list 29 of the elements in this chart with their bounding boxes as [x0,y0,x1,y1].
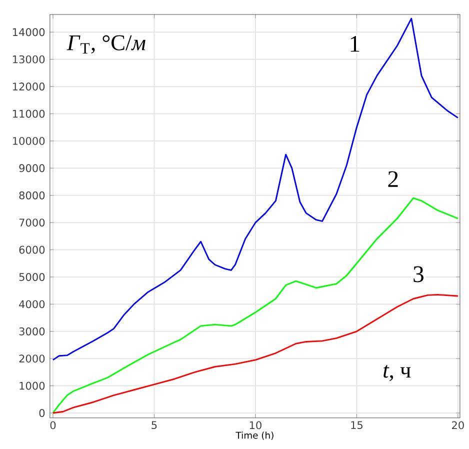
y-tick-label: 10000 [13,136,45,145]
line-series [52,18,459,360]
y-tick-label: 1000 [20,382,45,390]
line-series [52,294,459,414]
annotation: Γ$_{T}$, °C/м [66,35,146,54]
y-tick-label: 12000 [13,82,45,90]
y-tick-label: 14000 [13,28,45,36]
y-tick-label: 7000 [19,218,45,226]
x-tick-label: 20 [452,421,464,429]
x-tick-label: 15 [351,421,362,429]
y-tick-label: 8000 [19,191,45,200]
x-tick-label: 5 [152,421,157,429]
y-tick-label: 2000 [19,354,45,362]
x-tick-label: 0 [50,421,56,429]
y-tick-label: 4000 [19,300,45,308]
y-tick-label: 13000 [13,55,45,64]
annotation: t, ч [384,364,411,381]
y-tick-label: 9000 [19,164,45,172]
x-axis-title: Time (h) [236,431,274,440]
y-tick-label: 0 [39,408,45,417]
series-label: 1 [350,36,360,52]
y-tick-label: 3000 [19,327,45,336]
y-tick-label: 6000 [19,246,45,254]
x-tick-label: 10 [250,421,262,429]
series-label: 2 [388,170,398,187]
series-label: 3 [414,266,424,282]
y-tick-label: 11000 [13,110,45,118]
line-series [52,197,459,414]
y-tick-label: 5000 [19,272,45,281]
